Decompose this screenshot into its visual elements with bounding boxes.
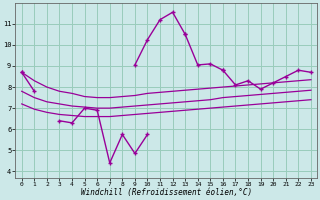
X-axis label: Windchill (Refroidissement éolien,°C): Windchill (Refroidissement éolien,°C) [81, 188, 252, 197]
